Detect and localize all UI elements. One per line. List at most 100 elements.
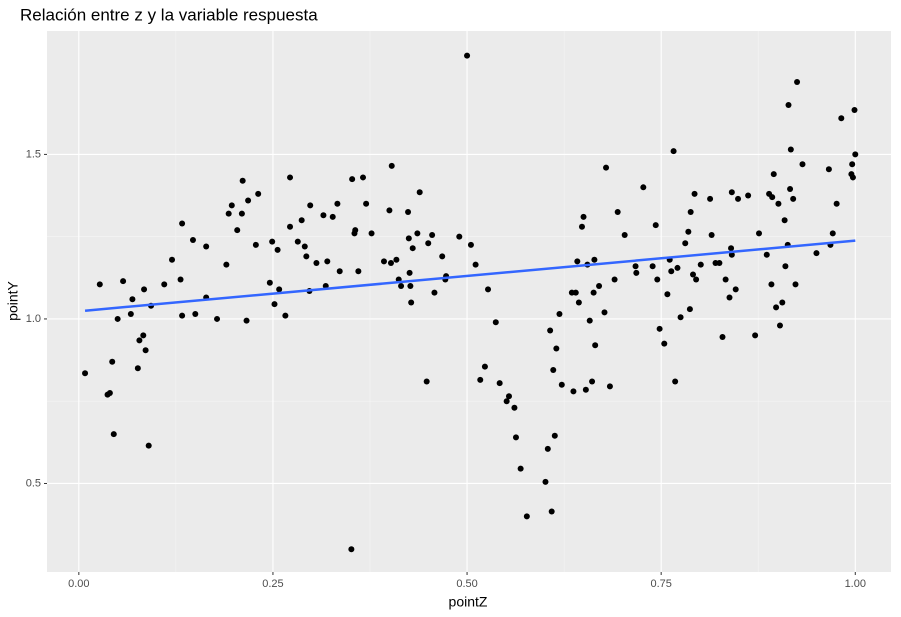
point	[603, 164, 610, 171]
point	[708, 232, 715, 239]
point	[301, 243, 308, 250]
point	[324, 258, 331, 265]
point	[425, 240, 432, 247]
point	[429, 232, 436, 239]
point	[239, 177, 246, 184]
point	[416, 189, 423, 196]
trend-line	[84, 239, 856, 312]
point	[388, 162, 395, 169]
point	[407, 283, 414, 290]
point	[228, 202, 235, 209]
point	[589, 378, 596, 385]
point	[556, 311, 563, 318]
point	[551, 432, 558, 439]
point	[590, 289, 597, 296]
point	[633, 269, 640, 276]
point	[214, 315, 221, 322]
point	[578, 223, 585, 230]
point	[243, 317, 250, 324]
point	[787, 185, 794, 192]
point	[606, 383, 613, 390]
x-tick-label: 0.75	[650, 578, 671, 590]
point	[398, 283, 405, 290]
point	[825, 166, 832, 173]
point	[274, 246, 281, 253]
point	[409, 245, 416, 252]
y-tick-label: 1.0	[26, 313, 41, 325]
grid	[47, 31, 891, 572]
point	[728, 189, 735, 196]
point	[414, 230, 421, 237]
point	[406, 269, 413, 276]
point	[492, 319, 499, 326]
point	[467, 241, 474, 248]
point	[768, 281, 775, 288]
point	[287, 174, 294, 181]
point	[225, 210, 232, 217]
point	[782, 263, 789, 270]
point	[756, 230, 763, 237]
point	[360, 174, 367, 181]
point	[96, 281, 103, 288]
point	[405, 235, 412, 242]
point	[134, 365, 141, 372]
point	[728, 251, 735, 258]
point	[336, 268, 343, 275]
point	[106, 389, 113, 396]
point	[439, 253, 446, 260]
point	[179, 220, 186, 227]
point	[114, 315, 121, 322]
point	[355, 268, 362, 275]
point	[303, 253, 310, 260]
point	[687, 208, 694, 215]
point	[517, 465, 524, 472]
point	[732, 286, 739, 293]
point	[320, 212, 327, 219]
point	[334, 200, 341, 207]
point	[120, 278, 127, 285]
point	[82, 370, 89, 377]
point	[654, 276, 661, 283]
x-tick-label: 0.00	[68, 578, 89, 590]
point	[145, 442, 152, 449]
point	[707, 195, 714, 202]
point	[329, 213, 336, 220]
point	[177, 276, 184, 283]
point	[601, 309, 608, 316]
point	[523, 513, 530, 520]
point	[591, 256, 598, 263]
point	[464, 52, 471, 59]
point	[640, 184, 647, 191]
y-axis-label: pointY	[5, 280, 21, 320]
point	[693, 276, 700, 283]
point	[672, 378, 679, 385]
point	[255, 190, 262, 197]
point	[307, 202, 314, 209]
point	[785, 102, 792, 109]
chart-title: Relación entre z y la variable respuesta	[20, 5, 318, 24]
x-tick-label: 0.50	[456, 578, 477, 590]
x-tick-label: 1.00	[845, 578, 866, 590]
point	[129, 296, 136, 303]
point	[580, 213, 587, 220]
point	[380, 258, 387, 265]
point	[223, 261, 230, 268]
point	[614, 208, 621, 215]
point	[763, 251, 770, 258]
point	[505, 393, 512, 400]
point	[592, 342, 599, 349]
point	[431, 289, 438, 296]
point	[773, 304, 780, 311]
point	[234, 227, 241, 234]
point	[287, 223, 294, 230]
point	[779, 299, 786, 306]
point	[271, 301, 278, 308]
point	[252, 241, 259, 248]
point	[787, 146, 794, 153]
point	[349, 176, 356, 183]
y-tick-label: 0.5	[26, 477, 41, 489]
point	[477, 376, 484, 383]
point	[179, 312, 186, 319]
point	[813, 250, 820, 257]
point	[189, 236, 196, 243]
